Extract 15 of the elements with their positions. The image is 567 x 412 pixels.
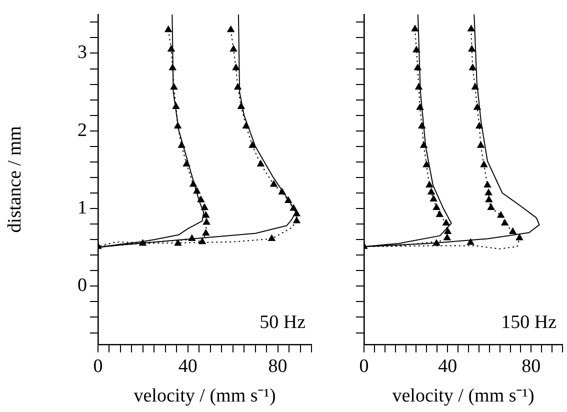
x-axis-title: velocity / (mm s⁻¹)	[392, 386, 534, 407]
y-tick-label: 1	[78, 198, 87, 218]
y-tick-label: 3	[78, 42, 87, 64]
x-axis-title: velocity / (mm s⁻¹)	[134, 386, 276, 407]
y-tick-label: 2	[78, 120, 87, 141]
annotation: 150 Hz	[501, 312, 556, 333]
y-axis-title: distance / mm	[4, 126, 26, 233]
x-tick-label: 40	[438, 356, 458, 377]
x-tick-label: 0	[93, 356, 103, 377]
y-tick-label: 0	[78, 275, 87, 296]
annotation: 50 Hz	[260, 312, 306, 333]
x-tick-label: 80	[522, 356, 541, 377]
x-tick-label: 40	[178, 356, 198, 377]
x-tick-label: 80	[268, 356, 288, 377]
x-tick-label: 0	[359, 356, 369, 377]
